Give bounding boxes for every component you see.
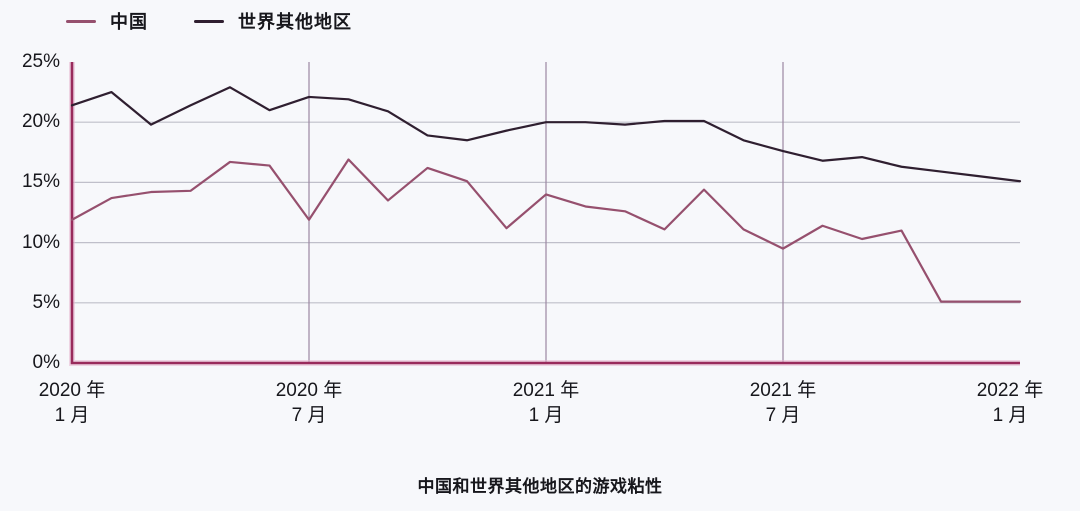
axes-lines bbox=[69, 62, 1020, 366]
x-tick-label-2021-01: 2021 年 1 月 bbox=[486, 378, 606, 428]
y-tick-label-5: 5% bbox=[32, 291, 60, 313]
legend-item-rest-of-world: 世界其他地区 bbox=[194, 8, 352, 34]
rest-of-world-line-swatch-icon bbox=[194, 19, 224, 23]
x-tick-month: 7 月 bbox=[765, 405, 801, 426]
legend-item-china: 中国 bbox=[66, 8, 148, 34]
x-tick-month: 1 月 bbox=[992, 405, 1028, 426]
y-tick-label-15: 15% bbox=[21, 171, 60, 193]
axis-frame bbox=[70, 62, 1020, 365]
chart-title: 中国和世界其他地区的游戏粘性 bbox=[417, 477, 663, 496]
x-tick-label-2020-01: 2020 年 1 月 bbox=[12, 378, 132, 428]
x-tick-month: 7 月 bbox=[291, 405, 327, 426]
x-tick-label-2021-07: 2021 年 7 月 bbox=[723, 378, 843, 428]
vertical-gridlines bbox=[308, 62, 784, 363]
legend-label-rest-of-world: 世界其他地区 bbox=[238, 12, 352, 32]
china-line-swatch-icon bbox=[66, 19, 96, 23]
legend: 中国 世界其他地区 bbox=[66, 8, 352, 34]
x-tick-year: 2020 年 bbox=[275, 380, 343, 401]
x-tick-label-2022-01: 2022 年 1 月 bbox=[950, 378, 1070, 428]
y-tick-label-10: 10% bbox=[21, 231, 60, 253]
x-tick-year: 2021 年 bbox=[749, 380, 817, 401]
rest-of-world-series-line bbox=[70, 86, 1022, 183]
y-tick-label-0: 0% bbox=[32, 352, 60, 373]
data-series-lines bbox=[70, 86, 1022, 303]
china-series-line bbox=[70, 158, 1022, 303]
x-tick-year: 2021 年 bbox=[512, 380, 580, 401]
legend-label-china: 中国 bbox=[110, 12, 148, 32]
y-tick-label-25: 25% bbox=[21, 51, 60, 72]
y-tick-label-20: 20% bbox=[21, 111, 60, 133]
x-tick-month: 1 月 bbox=[54, 405, 90, 426]
x-tick-year: 2020 年 bbox=[38, 380, 106, 401]
x-tick-month: 1 月 bbox=[528, 405, 564, 426]
x-tick-year: 2022 年 bbox=[976, 380, 1044, 401]
x-tick-label-2020-07: 2020 年 7 月 bbox=[249, 378, 369, 428]
